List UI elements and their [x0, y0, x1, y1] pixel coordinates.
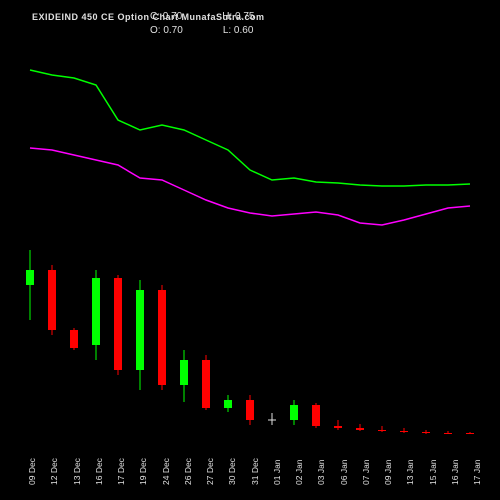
x-axis-label: 24 Dec [161, 458, 171, 485]
candle-body [466, 433, 474, 434]
x-axis-label: 07 Jan [361, 459, 371, 485]
x-axis-label: 16 Dec [94, 458, 104, 485]
x-axis-label: 01 Jan [272, 459, 282, 485]
ohlc-h: H: 0.75 [222, 10, 254, 24]
x-axis-label: 02 Jan [294, 459, 304, 485]
x-axis-label: 17 Dec [116, 458, 126, 485]
candle-body [224, 400, 232, 408]
plot-svg [30, 30, 475, 435]
candle-body [312, 405, 320, 426]
x-axis-label: 15 Jan [428, 459, 438, 485]
x-axis-label: 06 Jan [339, 459, 349, 485]
x-axis-label: 09 Dec [27, 458, 37, 485]
plot-area [30, 30, 475, 435]
x-axis-label: 30 Dec [227, 458, 237, 485]
x-axis-label: 13 Jan [405, 459, 415, 485]
ohlc-c: C: 0.70 [150, 10, 182, 24]
x-axis-labels: 09 Dec 12 Dec 13 Dec 16 Dec 17 Dec 19 Dec 24 D… [30, 440, 475, 495]
candle-body [356, 428, 364, 430]
candle-body [92, 278, 100, 345]
candle-body [246, 400, 254, 420]
x-axis-label: 09 Jan [383, 459, 393, 485]
x-axis-label: 31 Dec [250, 458, 260, 485]
x-axis-label: 12 Dec [49, 458, 59, 485]
x-axis-label: 13 Dec [72, 458, 82, 485]
candle-body [334, 426, 342, 428]
candle-body [290, 405, 298, 420]
x-axis-label: 16 Jan [450, 459, 460, 485]
candle-body [158, 290, 166, 385]
chart-container: EXIDEIND 450 CE Option Chart MunafaSutra… [0, 0, 500, 500]
x-axis-label: 03 Jan [316, 459, 326, 485]
candle-body [202, 360, 210, 408]
candle-body [136, 290, 144, 370]
x-axis-label: 26 Dec [183, 458, 193, 485]
candle-body [48, 270, 56, 330]
indicator-line [30, 70, 470, 186]
x-axis-label: 27 Dec [205, 458, 215, 485]
candle-body [378, 430, 386, 431]
x-axis-label: 17 Jan [472, 459, 482, 485]
candle-body [70, 330, 78, 348]
candle-body [180, 360, 188, 385]
candle-body [26, 270, 34, 285]
candle-body [114, 278, 122, 370]
candle-body [422, 432, 430, 433]
x-axis-label: 19 Dec [138, 458, 148, 485]
candle-body [400, 431, 408, 432]
candle-body [444, 433, 452, 434]
